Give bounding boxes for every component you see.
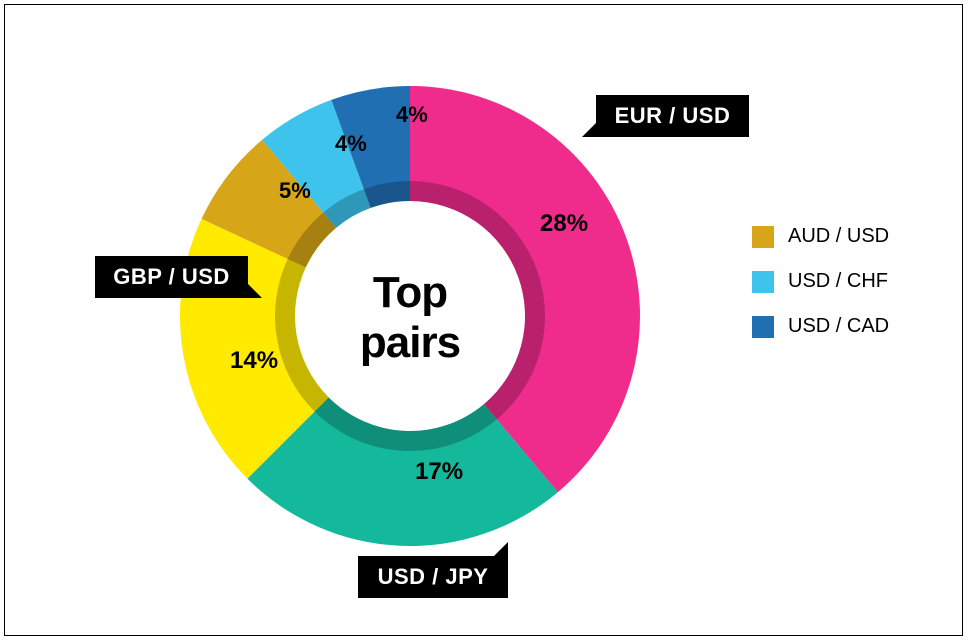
slice-pct-label: 5%	[279, 178, 311, 204]
legend-swatch	[752, 271, 774, 293]
legend-swatch	[752, 316, 774, 338]
slice-pct-label: 4%	[335, 131, 367, 157]
center-title-line1: Top	[295, 268, 525, 318]
legend-label: AUD / USD	[788, 225, 889, 248]
legend-swatch	[752, 226, 774, 248]
legend-label: USD / CHF	[788, 270, 888, 293]
slice-pct-label: 17%	[415, 458, 463, 486]
slice-callout: EUR / USD	[596, 95, 749, 137]
legend-item: USD / CHF	[752, 270, 889, 293]
donut-chart: Top pairs 28% 17% 14% 5% 4% 4% EUR / USD USD / …	[0, 0, 969, 642]
slice-pct-label: 4%	[396, 102, 428, 128]
slice-pct-label: 14%	[230, 347, 278, 375]
legend-item: USD / CAD	[752, 315, 889, 338]
slice-callout: USD / JPY	[358, 556, 508, 598]
slice-callout: GBP / USD	[95, 256, 248, 298]
legend-item: AUD / USD	[752, 225, 889, 248]
callout-pointer	[494, 542, 508, 556]
legend: AUD / USD USD / CHF USD / CAD	[752, 225, 889, 360]
callout-pointer	[582, 123, 596, 137]
slice-pct-label: 28%	[540, 210, 588, 238]
callout-pointer	[248, 284, 262, 298]
center-title-line2: pairs	[295, 318, 525, 368]
legend-label: USD / CAD	[788, 315, 889, 338]
